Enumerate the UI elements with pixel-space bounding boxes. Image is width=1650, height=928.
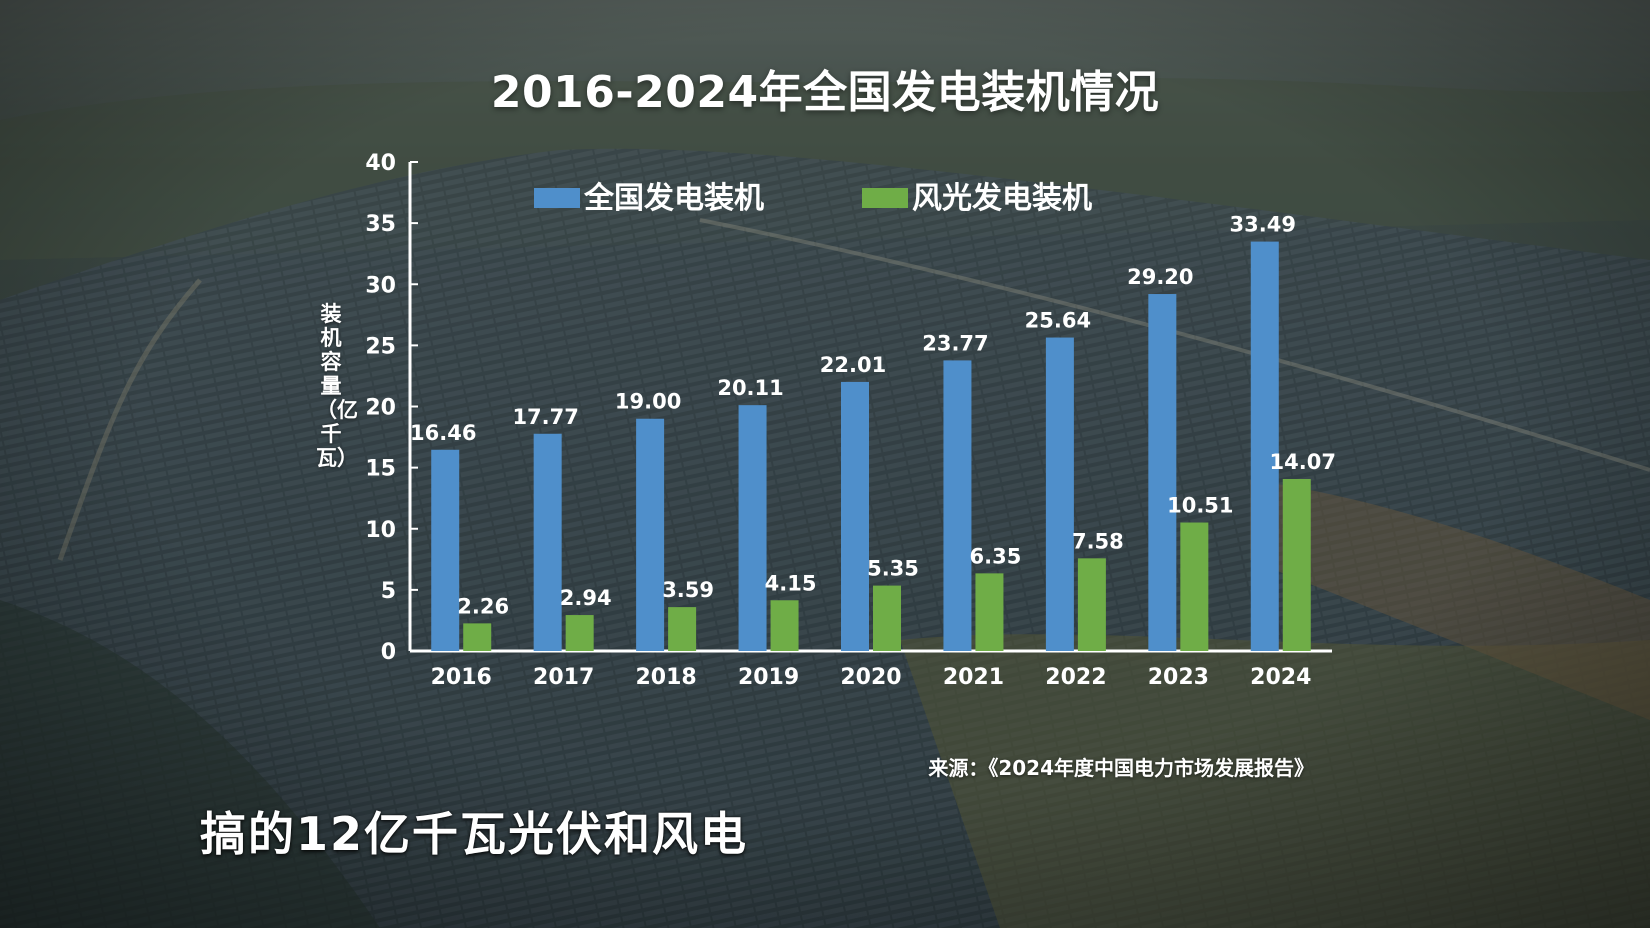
data-label: 23.77 xyxy=(922,331,988,355)
bar-wind-solar-2023 xyxy=(1180,523,1208,651)
x-tick-label: 2022 xyxy=(1045,665,1106,690)
legend-label: 全国发电装机 xyxy=(583,181,764,216)
data-label: 3.59 xyxy=(662,578,714,602)
y-tick-label: 20 xyxy=(365,396,396,421)
data-label: 10.51 xyxy=(1167,494,1233,518)
x-tick-label: 2021 xyxy=(943,665,1004,690)
data-label: 7.58 xyxy=(1072,529,1124,553)
data-label: 33.49 xyxy=(1230,213,1296,237)
source-note: 来源：《2024年度中国电力市场发展报告》 xyxy=(928,752,1314,781)
legend-label: 风光发电装机 xyxy=(912,181,1092,216)
bar-total-2018 xyxy=(636,419,664,651)
data-label: 2.26 xyxy=(457,594,509,618)
x-tick-label: 2020 xyxy=(840,665,901,690)
x-tick-label: 2024 xyxy=(1250,665,1311,690)
bar-wind-solar-2016 xyxy=(463,623,491,651)
data-label: 19.00 xyxy=(615,390,681,414)
x-tick-label: 2018 xyxy=(635,665,696,690)
y-tick-label: 35 xyxy=(365,212,396,237)
bar-total-2020 xyxy=(841,382,869,651)
bar-total-2023 xyxy=(1148,294,1176,651)
y-tick-label: 5 xyxy=(381,579,396,604)
bar-wind-solar-2019 xyxy=(771,600,799,651)
bar-total-2022 xyxy=(1046,338,1074,651)
legend-swatch xyxy=(862,188,908,208)
bar-wind-solar-2020 xyxy=(873,586,901,651)
y-tick-label: 25 xyxy=(365,334,396,359)
caption-subtitle: 搞的12亿千瓦光伏和风电 xyxy=(200,798,748,864)
x-tick-label: 2019 xyxy=(738,665,799,690)
data-label: 25.64 xyxy=(1025,309,1091,333)
bar-wind-solar-2018 xyxy=(668,607,696,651)
y-axis-label: 装机容量（亿千瓦） xyxy=(316,302,346,470)
x-tick-label: 2023 xyxy=(1148,665,1209,690)
bar-total-2019 xyxy=(739,405,767,651)
legend-swatch xyxy=(534,188,580,208)
bar-total-2017 xyxy=(534,434,562,651)
data-label: 22.01 xyxy=(820,353,886,377)
data-label: 6.35 xyxy=(970,544,1022,568)
x-tick-label: 2017 xyxy=(533,665,594,690)
data-label: 16.46 xyxy=(410,421,476,445)
data-label: 2.94 xyxy=(560,586,612,610)
bar-wind-solar-2017 xyxy=(566,615,594,651)
y-tick-label: 10 xyxy=(365,518,396,543)
data-label: 20.11 xyxy=(717,376,783,400)
data-label: 29.20 xyxy=(1127,265,1193,289)
bar-wind-solar-2022 xyxy=(1078,558,1106,651)
bar-total-2021 xyxy=(943,360,971,651)
data-label: 14.07 xyxy=(1270,450,1336,474)
y-tick-label: 15 xyxy=(365,457,396,482)
data-label: 4.15 xyxy=(765,571,817,595)
bar-total-2016 xyxy=(431,450,459,651)
bar-wind-solar-2021 xyxy=(975,573,1003,651)
x-tick-label: 2016 xyxy=(431,665,492,690)
y-tick-label: 30 xyxy=(365,273,396,298)
y-tick-label: 0 xyxy=(381,640,396,665)
data-label: 17.77 xyxy=(512,405,578,429)
bar-total-2024 xyxy=(1251,242,1279,651)
bar-wind-solar-2024 xyxy=(1283,479,1311,651)
data-label: 5.35 xyxy=(867,557,919,581)
y-tick-label: 40 xyxy=(365,151,396,176)
